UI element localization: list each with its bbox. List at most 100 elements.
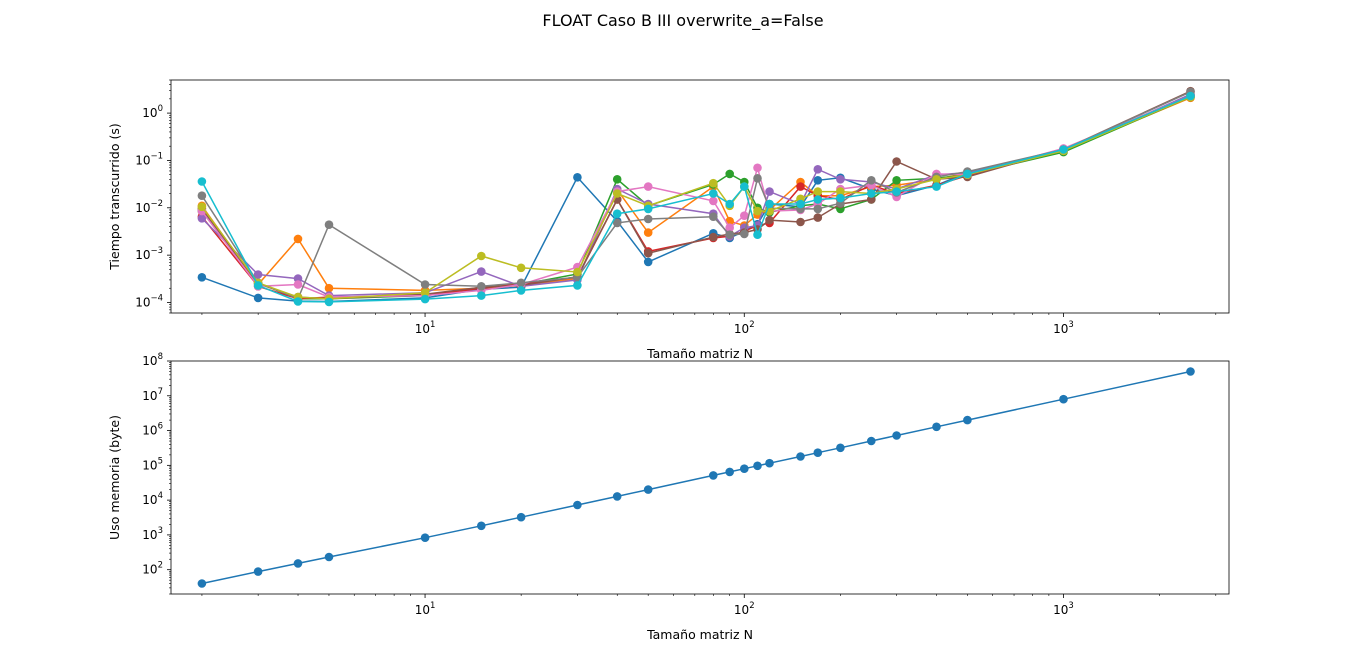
data-point <box>725 223 734 232</box>
data-point <box>753 174 762 183</box>
data-point <box>836 175 845 184</box>
minor-ticks <box>169 79 1217 315</box>
data-point <box>573 267 582 277</box>
data-point <box>932 422 941 432</box>
time-chart: 101 102 103 10−4 10−3 10−2 10−1 100 Tamaño matri… <box>107 79 1230 361</box>
data-point <box>813 448 823 458</box>
series-7 <box>197 87 1195 304</box>
data-point <box>1186 91 1195 101</box>
axes-frame <box>170 360 1230 595</box>
data-point <box>836 187 845 196</box>
data-point <box>643 485 653 494</box>
data-point <box>725 169 734 179</box>
y-tick-label: 104 <box>142 491 163 507</box>
data-point <box>197 191 207 200</box>
data-point <box>765 199 774 209</box>
data-point <box>867 176 876 185</box>
data-point <box>836 443 845 453</box>
data-point <box>573 173 582 182</box>
data-point <box>516 512 526 522</box>
memory-chart: 101 102 103 102 103 104 105 106 107 108 Tamaño mat… <box>107 352 1230 642</box>
data-point <box>1186 367 1195 376</box>
data-point <box>293 280 303 289</box>
data-point <box>420 280 430 289</box>
data-point <box>813 195 823 204</box>
data-point <box>740 211 749 220</box>
y-tick-label: 10−4 <box>135 293 163 309</box>
data-point <box>197 202 207 212</box>
y-axis-label: Uso memoria (byte) <box>107 415 122 540</box>
data-point <box>740 182 749 191</box>
data-point <box>516 263 526 273</box>
data-point <box>892 187 901 196</box>
series-1 <box>197 93 1195 295</box>
series-5 <box>197 86 1195 304</box>
data-point <box>796 199 805 209</box>
data-point <box>932 182 941 191</box>
data-point <box>725 467 734 477</box>
y-tick-label: 108 <box>142 352 163 368</box>
data-point <box>813 176 823 185</box>
data-point <box>1059 145 1068 154</box>
data-point <box>516 278 526 288</box>
axes-frame <box>170 79 1230 314</box>
x-axis-label: Tamaño matriz N <box>646 627 753 642</box>
figure-title: FLOAT Caso B III overwrite_a=False <box>542 11 824 30</box>
data-point <box>740 229 749 239</box>
data-point <box>477 251 486 261</box>
data-point <box>293 559 303 568</box>
x-tick-label: 102 <box>734 601 755 617</box>
data-point <box>643 228 653 237</box>
data-point <box>813 165 823 174</box>
series-0 <box>197 367 1195 588</box>
y-tick-label: 10−1 <box>135 151 163 167</box>
data-point <box>963 169 972 179</box>
y-tick-label: 106 <box>142 422 163 438</box>
data-point <box>643 182 653 191</box>
data-point <box>293 297 303 306</box>
data-point <box>709 232 718 242</box>
data-point <box>892 431 901 440</box>
data-point <box>643 204 653 214</box>
data-point <box>765 458 774 468</box>
data-point <box>324 283 334 293</box>
series-line <box>201 93 1191 297</box>
data-point <box>516 286 526 295</box>
series-9 <box>197 91 1195 307</box>
data-point <box>796 452 805 461</box>
data-point <box>643 214 653 224</box>
data-point <box>612 189 622 198</box>
data-point <box>612 218 622 228</box>
series-line <box>201 95 1191 298</box>
x-axis-label: Tamaño matriz N <box>646 346 753 361</box>
data-point <box>813 187 823 196</box>
data-point <box>420 294 430 304</box>
data-point <box>477 521 486 531</box>
y-tick-label: 105 <box>142 456 163 472</box>
series-line <box>201 97 1191 292</box>
y-tick-label: 102 <box>142 561 163 577</box>
data-point <box>293 274 303 283</box>
data-point <box>753 230 762 239</box>
data-point <box>932 175 941 184</box>
data-point <box>420 288 430 298</box>
data-point <box>740 464 749 474</box>
data-point <box>197 177 207 186</box>
data-point <box>867 195 876 204</box>
series-6 <box>197 91 1195 302</box>
data-point <box>253 293 263 303</box>
data-point <box>1059 394 1068 404</box>
x-tick-label: 103 <box>1053 320 1074 336</box>
data-point <box>612 209 622 218</box>
x-tick-label: 101 <box>415 601 436 617</box>
data-point <box>253 270 263 279</box>
data-point <box>709 189 718 198</box>
y-tick-label: 100 <box>142 104 163 120</box>
data-point <box>477 267 486 276</box>
data-point <box>573 281 582 290</box>
data-point <box>324 297 334 307</box>
data-point <box>796 182 805 191</box>
data-point <box>293 234 303 244</box>
data-point <box>253 567 263 576</box>
